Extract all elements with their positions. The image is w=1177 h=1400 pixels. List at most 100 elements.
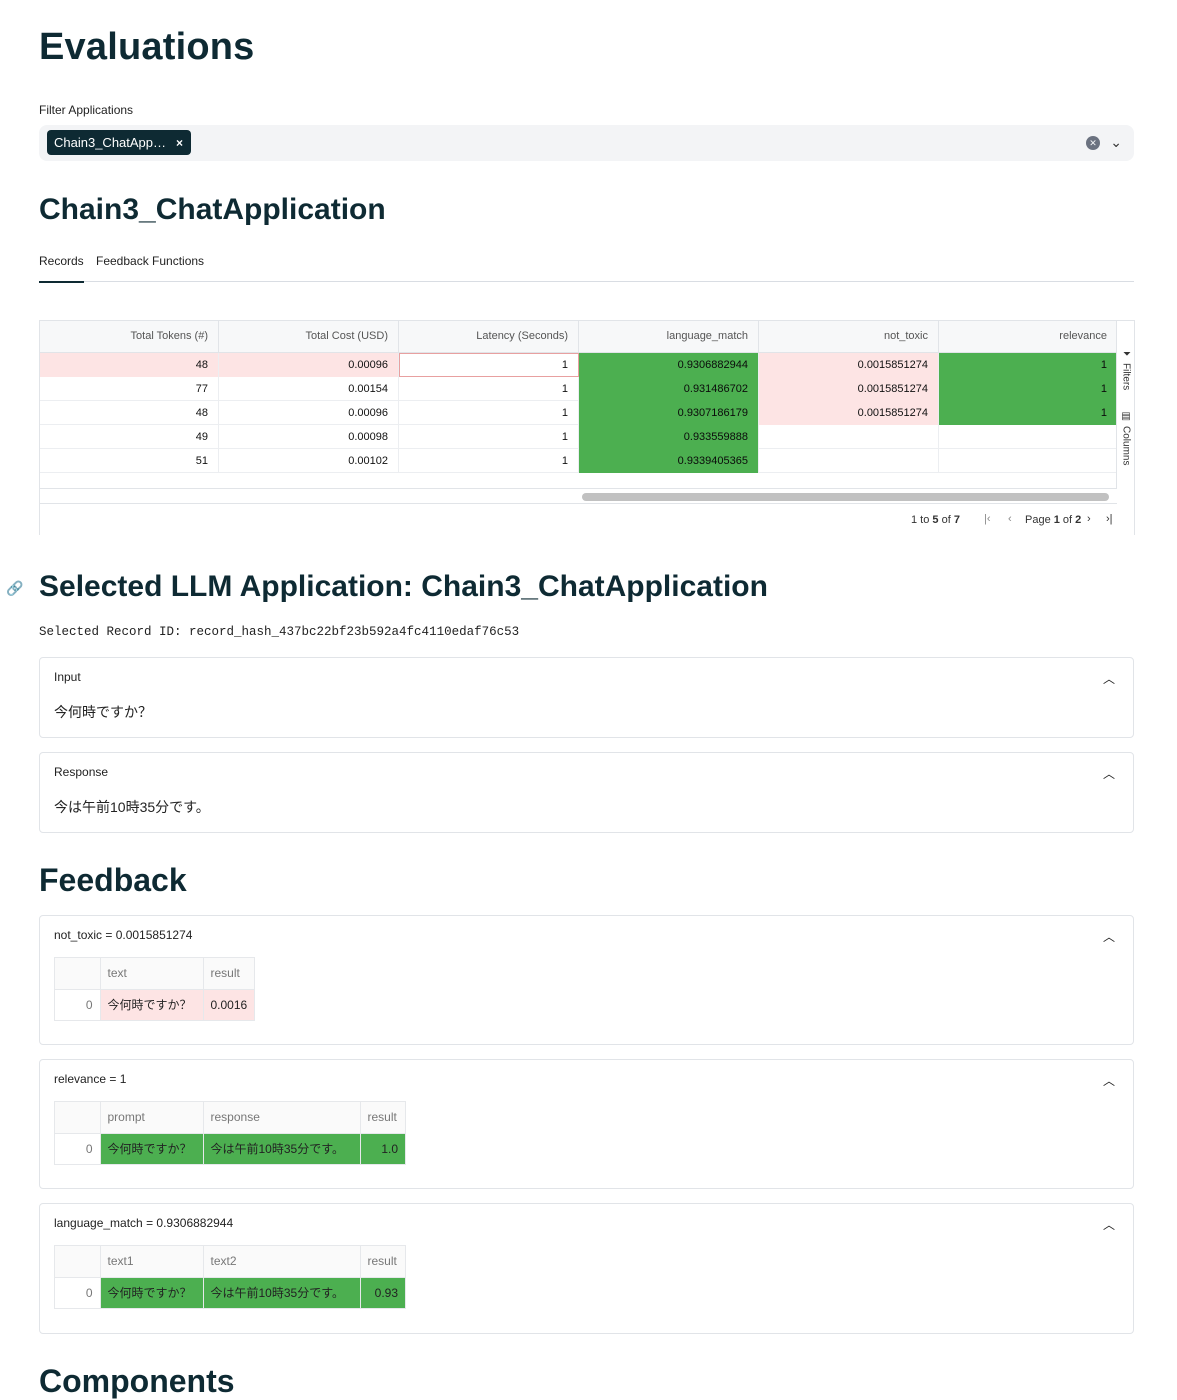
- cell-latency[interactable]: 1: [399, 449, 579, 473]
- column-header[interactable]: text1: [100, 1246, 204, 1278]
- chevron-up-icon[interactable]: ︿: [1102, 930, 1115, 944]
- column-header[interactable]: result: [203, 958, 255, 990]
- column-header[interactable]: result: [360, 1246, 405, 1278]
- input-expander[interactable]: Input ︿ 今何時ですか？: [39, 657, 1134, 738]
- cell-total-cost[interactable]: 0.00096: [219, 353, 399, 377]
- row-index: 0: [55, 1277, 101, 1308]
- input-label: Input: [54, 670, 81, 684]
- not-toxic-expander[interactable]: not_toxic = 0.0015851274 ︿ text result 0…: [39, 915, 1134, 1045]
- cell-relevance[interactable]: 1: [939, 377, 1117, 401]
- chevron-up-icon[interactable]: ︿: [1102, 1218, 1115, 1232]
- close-icon[interactable]: ×: [176, 135, 184, 150]
- header-language-match[interactable]: language_match: [579, 321, 759, 352]
- table-row: 0 今何時ですか？ 今は午前10時35分です。 1.0: [55, 1133, 405, 1164]
- chevron-up-icon[interactable]: ︿: [1102, 1074, 1115, 1088]
- tab-records[interactable]: Records: [39, 254, 84, 283]
- components-heading: Components: [39, 1363, 235, 1399]
- index-header: [55, 1246, 101, 1278]
- chevron-up-icon[interactable]: ︿: [1102, 672, 1115, 686]
- columns-icon: ▤: [1120, 411, 1132, 422]
- cell-relevance[interactable]: 1: [939, 401, 1117, 425]
- cell-latency[interactable]: 1: [399, 401, 579, 425]
- relevance-expander[interactable]: relevance = 1 ︿ prompt response result 0…: [39, 1059, 1134, 1189]
- grid-side-panel: ⏷ Filters ▤ Columns: [1116, 321, 1134, 489]
- horizontal-scrollbar[interactable]: [40, 488, 1117, 504]
- cell-text1[interactable]: 今何時ですか？: [100, 1277, 204, 1308]
- application-multiselect[interactable]: Chain3_ChatApp… × ✕ ⌄: [39, 125, 1134, 161]
- columns-label: Columns: [1120, 426, 1132, 466]
- response-label: Response: [54, 765, 109, 779]
- column-header[interactable]: prompt: [100, 1102, 204, 1134]
- header-total-cost[interactable]: Total Cost (USD): [219, 321, 399, 352]
- header-total-tokens[interactable]: Total Tokens (#): [40, 321, 219, 352]
- clear-icon[interactable]: ✕: [1086, 136, 1100, 150]
- chevron-up-icon[interactable]: ︿: [1102, 767, 1115, 781]
- cell-language-match[interactable]: 0.9339405365: [579, 449, 759, 473]
- cell-language-match[interactable]: 0.9307186179: [579, 401, 759, 425]
- cell-total-tokens[interactable]: 49: [40, 425, 219, 449]
- table-row[interactable]: 48 0.00096 1 0.9307186179 0.0015851274 1: [40, 401, 1117, 425]
- cell-not-toxic[interactable]: [759, 449, 939, 473]
- header-not-toxic[interactable]: not_toxic: [759, 321, 939, 352]
- filters-label: Filters: [1120, 363, 1132, 391]
- scrollbar-thumb[interactable]: [582, 493, 1109, 501]
- column-header[interactable]: response: [203, 1102, 361, 1134]
- table-row[interactable]: 77 0.00154 1 0.931486702 0.0015851274 1: [40, 377, 1117, 401]
- cell-result[interactable]: 0.93: [360, 1277, 405, 1308]
- prev-page-icon[interactable]: ‹: [1008, 513, 1012, 525]
- column-header[interactable]: text2: [203, 1246, 361, 1278]
- cell-not-toxic[interactable]: 0.0015851274: [759, 401, 939, 425]
- cell-not-toxic[interactable]: 0.0015851274: [759, 377, 939, 401]
- cell-total-cost[interactable]: 0.00102: [219, 449, 399, 473]
- cell-latency[interactable]: 1: [399, 425, 579, 449]
- cell-relevance[interactable]: 1: [939, 353, 1117, 377]
- cell-relevance[interactable]: [939, 449, 1117, 473]
- tab-feedback-functions[interactable]: Feedback Functions: [96, 254, 205, 268]
- cell-total-tokens[interactable]: 48: [40, 401, 219, 425]
- header-relevance[interactable]: relevance: [1059, 330, 1107, 342]
- table-row[interactable]: 51 0.00102 1 0.9339405365: [40, 449, 1117, 473]
- cell-total-cost[interactable]: 0.00098: [219, 425, 399, 449]
- cell-result[interactable]: 1.0: [360, 1133, 405, 1164]
- cell-language-match[interactable]: 0.933559888: [579, 425, 759, 449]
- feedback-heading: Feedback: [39, 862, 187, 898]
- chevron-down-icon[interactable]: ⌄: [1110, 134, 1122, 150]
- cell-total-cost[interactable]: 0.00154: [219, 377, 399, 401]
- table-row[interactable]: 49 0.00098 1 0.933559888: [40, 425, 1117, 449]
- column-header[interactable]: result: [360, 1102, 405, 1134]
- cell-latency[interactable]: 1: [399, 353, 579, 377]
- link-icon[interactable]: 🔗: [6, 580, 24, 596]
- selected-application-chip[interactable]: Chain3_ChatApp… ×: [47, 130, 192, 155]
- cell-language-match[interactable]: 0.9306882944: [579, 353, 759, 377]
- row-index: 0: [55, 1133, 101, 1164]
- cell-not-toxic[interactable]: [759, 425, 939, 449]
- relevance-dataframe: prompt response result 0 今何時ですか？ 今は午前10時…: [54, 1101, 406, 1165]
- first-page-icon[interactable]: |‹: [984, 513, 991, 525]
- cell-language-match[interactable]: 0.931486702: [579, 377, 759, 401]
- filters-panel-toggle[interactable]: ⏷ Filters: [1118, 349, 1134, 390]
- cell-prompt[interactable]: 今何時ですか？: [100, 1133, 204, 1164]
- columns-panel-toggle[interactable]: ▤ Columns: [1118, 411, 1134, 465]
- language-match-expander[interactable]: language_match = 0.9306882944 ︿ text1 te…: [39, 1203, 1134, 1334]
- filter-icon: ⏷: [1121, 349, 1132, 359]
- chip-label: Chain3_ChatApp…: [54, 135, 167, 150]
- cell-total-tokens[interactable]: 77: [40, 377, 219, 401]
- cell-text2[interactable]: 今は午前10時35分です。: [203, 1277, 361, 1308]
- cell-total-cost[interactable]: 0.00096: [219, 401, 399, 425]
- cell-response[interactable]: 今は午前10時35分です。: [203, 1133, 361, 1164]
- not-toxic-dataframe: text result 0 今何時ですか？ 0.0016: [54, 957, 256, 1021]
- next-page-icon[interactable]: ›: [1087, 513, 1091, 525]
- cell-not-toxic[interactable]: 0.0015851274: [759, 353, 939, 377]
- cell-text[interactable]: 今何時ですか？: [100, 989, 204, 1020]
- table-row[interactable]: 48 0.00096 1 0.9306882944 0.0015851274 1: [40, 353, 1117, 377]
- header-latency[interactable]: Latency (Seconds): [399, 321, 579, 352]
- response-expander[interactable]: Response ︿ 今は午前10時35分です。: [39, 752, 1134, 833]
- last-page-icon[interactable]: ›|: [1106, 513, 1113, 525]
- cell-total-tokens[interactable]: 51: [40, 449, 219, 473]
- row-index: 0: [55, 989, 101, 1020]
- column-header[interactable]: text: [100, 958, 204, 990]
- cell-result[interactable]: 0.0016: [203, 989, 255, 1020]
- cell-latency[interactable]: 1: [399, 377, 579, 401]
- cell-total-tokens[interactable]: 48: [40, 353, 219, 377]
- cell-relevance[interactable]: [939, 425, 1117, 449]
